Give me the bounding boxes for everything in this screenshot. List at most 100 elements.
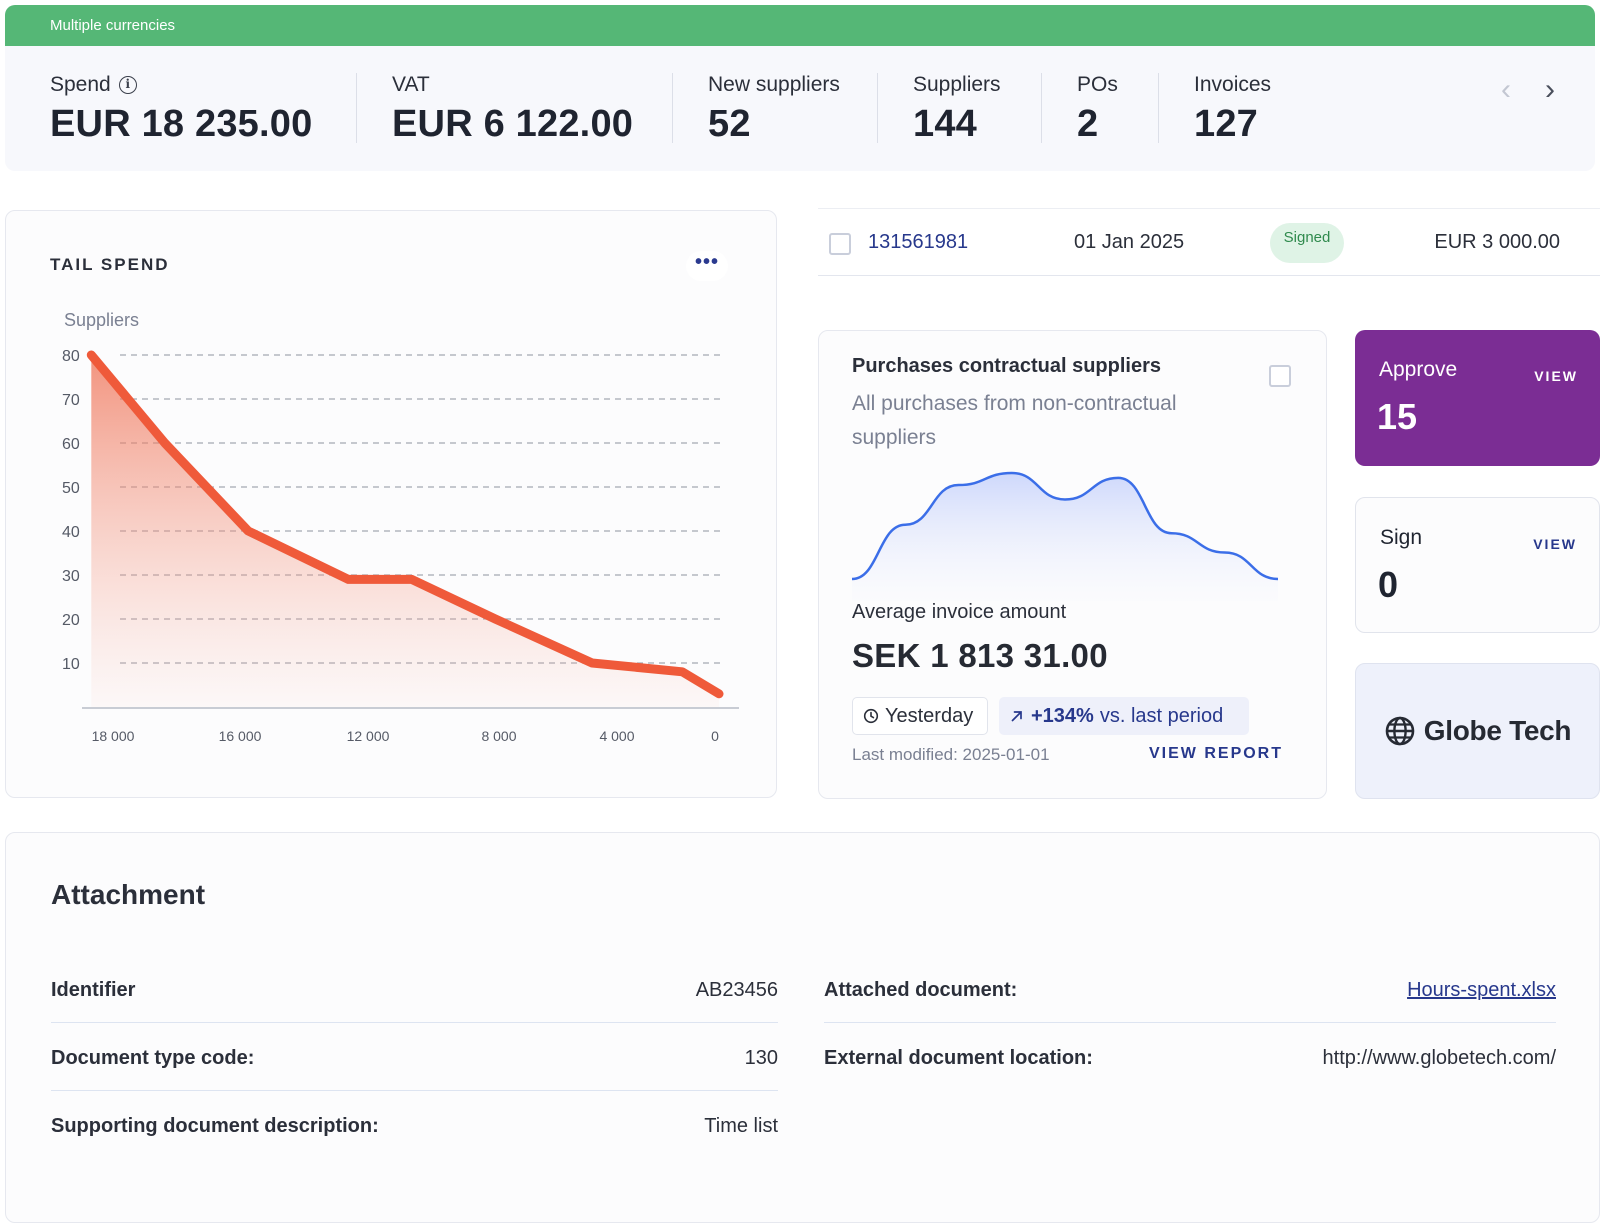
kpi-divider (1041, 73, 1042, 143)
period-selector[interactable]: Yesterday (852, 697, 988, 735)
tile-label: Approve (1379, 358, 1458, 381)
clock-icon (863, 708, 879, 724)
tile-label: Sign (1380, 526, 1423, 549)
average-invoice-value: SEK 1 813 31.00 (852, 637, 1108, 674)
x-tick-label: 16 000 (219, 728, 262, 744)
kpi-invoices[interactable]: Invoices 127 (1194, 73, 1271, 146)
invoice-number-link[interactable]: 131561981 (868, 231, 969, 253)
kpi-label: Spend (50, 73, 111, 96)
detail-key: Supporting document description: (51, 1115, 379, 1137)
detail-row: Supporting document description: Time li… (51, 1091, 778, 1159)
series-line (86, 350, 724, 699)
kpi-label: Suppliers (913, 73, 1001, 96)
kpi-value: EUR 6 122.00 (392, 103, 634, 145)
x-tick-label: 4 000 (599, 728, 634, 744)
detail-row: Identifier AB23456 (51, 955, 778, 1023)
attached-document-link[interactable]: Hours-spent.xlsx (1407, 979, 1556, 1001)
detail-value: http://www.globetech.com/ (1322, 1047, 1556, 1069)
card-subtitle: All purchases from non-contractual suppl… (852, 392, 1177, 449)
row-checkbox[interactable] (829, 233, 851, 255)
tail-spend-chart: Suppliers 10 20 30 40 50 60 70 80 18 000 16 000 12… (62, 310, 739, 744)
detail-value: AB23456 (695, 979, 778, 1001)
chevron-left-icon[interactable]: ‹ (1501, 73, 1511, 106)
view-report-link[interactable]: VIEW REPORT (1149, 745, 1284, 762)
trend-text: vs. last period (1099, 704, 1224, 727)
approve-tile[interactable]: Approve VIEW 15 (1355, 330, 1600, 466)
kpi-label: POs (1077, 73, 1118, 96)
kpi-label: New suppliers (708, 73, 840, 96)
kpi-strip: Multiple currencies Spend i EUR 18 235.00… (5, 5, 1595, 171)
y-tick-label: 70 (62, 392, 80, 409)
x-tick-label: 8 000 (481, 728, 516, 744)
kpi-pos[interactable]: POs 2 (1077, 73, 1118, 146)
more-options-button[interactable]: ••• (686, 251, 728, 281)
kpi-suppliers[interactable]: Suppliers 144 (913, 73, 1001, 146)
detail-row: Attached document: Hours-spent.xlsx (824, 955, 1556, 1023)
kpi-vat[interactable]: VAT EUR 6 122.00 (392, 73, 633, 146)
detail-key: External document location: (824, 1047, 1093, 1069)
arrow-up-right-icon (1011, 711, 1022, 722)
x-tick-label: 18 000 (92, 728, 135, 744)
attachment-title: Attachment (51, 879, 206, 910)
status-badge: Signed (1270, 223, 1344, 263)
globe-icon (1385, 716, 1415, 746)
y-tick-label: 10 (62, 656, 80, 673)
kpi-spend[interactable]: Spend i EUR 18 235.00 (50, 73, 312, 146)
average-invoice-label: Average invoice amount (852, 601, 1067, 623)
detail-row: Document type code: 130 (51, 1023, 778, 1091)
last-modified: Last modified: 2025-01-01 (852, 745, 1050, 764)
company-logo-tile: Globe Tech (1355, 663, 1600, 799)
approve-view-link[interactable]: VIEW (1534, 368, 1578, 384)
kpi-value: 2 (1077, 103, 1099, 145)
invoice-amount: EUR 3 000.00 (1434, 231, 1560, 253)
kpi-divider (877, 73, 878, 143)
x-tick-label: 0 (711, 728, 719, 744)
y-axis-label: Suppliers (64, 310, 139, 330)
y-tick-label: 80 (62, 348, 80, 365)
area-fill (91, 355, 720, 707)
kpi-value: EUR 18 235.00 (50, 103, 313, 145)
kpi-divider (672, 73, 673, 143)
tile-value: 0 (1378, 564, 1399, 605)
attachment-card: Attachment Identifier AB23456 Document t… (5, 832, 1600, 1223)
sparkline-chart (851, 471, 1279, 601)
tail-spend-title: TAIL SPEND (50, 255, 170, 274)
chevron-right-icon[interactable]: › (1545, 73, 1555, 106)
sign-view-link[interactable]: VIEW (1533, 536, 1577, 552)
kpi-value: 144 (913, 103, 978, 145)
tail-spend-card: TAIL SPEND ••• Suppliers 10 20 30 40 50 60 70 8… (5, 210, 777, 798)
info-icon[interactable]: i (118, 76, 137, 94)
tile-value: 15 (1377, 396, 1418, 437)
company-name: Globe Tech (1423, 715, 1572, 746)
invoice-row[interactable]: 131561981 01 Jan 2025 Signed EUR 3 000.0… (818, 208, 1600, 276)
detail-row: External document location: http://www.g… (824, 1023, 1556, 1091)
trend-value: +134% (1031, 704, 1094, 727)
card-checkbox[interactable] (1269, 365, 1291, 387)
sparkline-fill (852, 473, 1278, 601)
trend-badge: +134% vs. last period (999, 697, 1249, 735)
kpi-divider (356, 73, 357, 143)
sparkline-line (851, 471, 1279, 581)
detail-value: Time list (704, 1115, 778, 1137)
y-tick-label: 20 (62, 612, 80, 629)
y-tick-label: 40 (62, 524, 80, 541)
purchases-card: Purchases contractual suppliers All purc… (818, 330, 1327, 799)
y-tick-label: 60 (62, 436, 80, 453)
y-tick-label: 30 (62, 568, 80, 585)
detail-value: 130 (744, 1047, 778, 1069)
kpi-label: VAT (392, 73, 430, 96)
kpi-value: 52 (708, 103, 751, 145)
detail-key: Identifier (51, 979, 136, 1001)
kpi-label: Invoices (1194, 73, 1272, 96)
detail-key: Document type code: (51, 1047, 255, 1069)
y-tick-label: 50 (62, 480, 80, 497)
kpi-new-suppliers[interactable]: New suppliers 52 (708, 73, 840, 146)
period-label: Yesterday (885, 704, 974, 727)
card-title: Purchases contractual suppliers (852, 355, 1162, 377)
sign-tile[interactable]: Sign VIEW 0 (1355, 497, 1600, 633)
kpi-divider (1158, 73, 1159, 143)
kpi-value: 127 (1194, 103, 1259, 145)
x-tick-label: 12 000 (347, 728, 390, 744)
invoice-date: 01 Jan 2025 (1074, 231, 1185, 253)
currency-banner: Multiple currencies (5, 5, 1595, 46)
